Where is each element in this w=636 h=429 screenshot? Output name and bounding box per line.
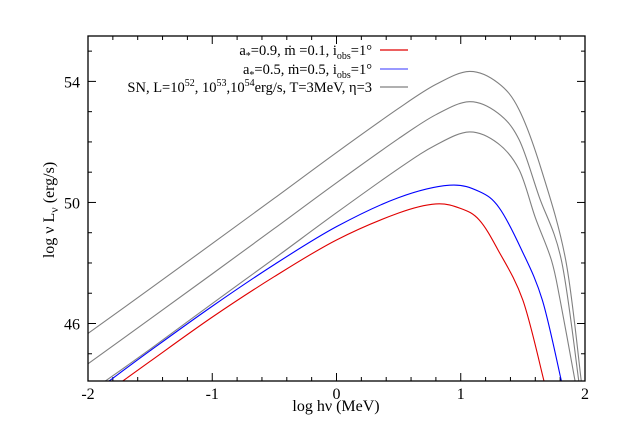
legend-label-part: ,10 (226, 80, 244, 96)
legend-label: a*=0.9, ṁ =0.1, iobs=1° (239, 43, 372, 62)
legend-label: SN, L=1052, 1053,1054erg/s, T=3MeV, η=3 (127, 78, 372, 96)
y-tick-label: 54 (64, 74, 80, 91)
series-line-1 (108, 184, 562, 381)
legend-label-part: a (243, 62, 250, 78)
legend-label-part: obs (337, 51, 351, 62)
y-axis-title: log ν Lν (erg/s) (41, 162, 61, 258)
y-axis-title-main: log ν L (41, 213, 58, 258)
x-tick-label: -2 (81, 386, 94, 403)
legend-label-part: SN, L=10 (127, 80, 184, 96)
legend-label-part: =0.5, i (299, 62, 337, 78)
series-line-3 (88, 101, 580, 381)
legend-label-part: =1° (351, 43, 372, 59)
y-axis-title-unit: (erg/s) (41, 162, 58, 207)
legend-label-part: 53 (216, 78, 226, 89)
legend-label: a*=0.5, ṁ=0.5, iobs=1° (243, 62, 372, 81)
legend-label-part: ṁ (284, 43, 296, 59)
legend-label-part: * (249, 70, 254, 81)
legend-label-part: ṁ (288, 62, 300, 78)
series-line-4 (105, 131, 576, 381)
legend-label-part: 54 (245, 78, 255, 89)
legend-label-part: obs (337, 70, 351, 81)
minor-ticks (88, 36, 585, 381)
legend-label-part: =1° (351, 62, 372, 78)
series-line-0 (122, 203, 545, 381)
legend-label-part: =0.5, (254, 62, 288, 78)
legend-label-part: 52 (185, 78, 195, 89)
plot-frame (87, 35, 586, 382)
legend-label-part: , 10 (195, 80, 217, 96)
x-tick-label: 2 (581, 386, 589, 403)
x-tick-labels: -2 -1 0 1 2 (81, 386, 589, 403)
x-tick-label: 1 (457, 386, 465, 403)
series-layer (88, 70, 582, 381)
legend-label-part: a (239, 43, 246, 59)
legend-label-part: =0.9, (251, 43, 285, 59)
y-tick-label: 50 (64, 195, 80, 212)
legend: a*=0.9, ṁ =0.1, iobs=1°a*=0.5, ṁ=0.5, io… (127, 43, 408, 96)
series-line-2 (88, 70, 582, 381)
y-axis-title-sub: ν (47, 207, 61, 213)
legend-label-part: =0.1, i (296, 43, 337, 59)
y-tick-labels: 46 50 54 (64, 74, 80, 333)
y-tick-label: 46 (64, 317, 80, 334)
x-tick-label: 0 (333, 386, 341, 403)
legend-label-part: * (246, 51, 251, 62)
x-axis-title: log hν (MeV) (292, 398, 379, 415)
x-tick-label: -1 (206, 386, 219, 403)
legend-label-part: erg/s, T=3MeV, η=3 (255, 80, 372, 96)
